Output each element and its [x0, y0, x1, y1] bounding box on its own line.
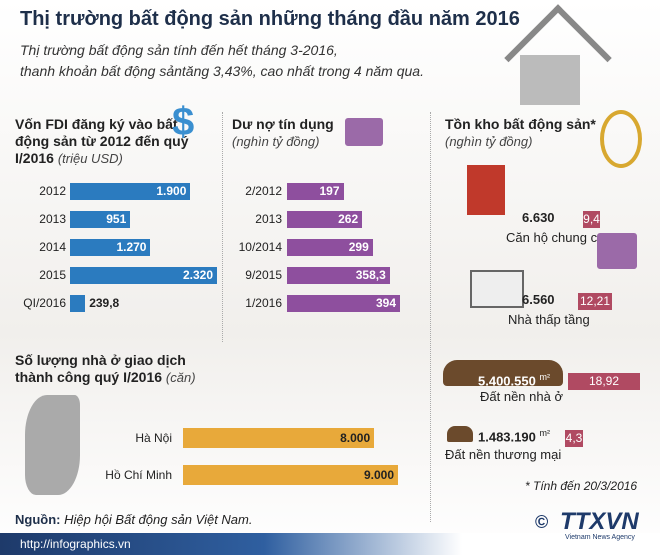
- section-title: Tồn kho bất động sản*: [445, 116, 596, 132]
- category-label: 10/2014: [238, 240, 282, 254]
- share: 18,92: [568, 373, 640, 390]
- quantity: 5.400.550: [478, 373, 536, 389]
- value-label: 1.900: [156, 184, 187, 198]
- item-label: Đất nền nhà ở: [480, 389, 563, 404]
- quantity: 1.483.190 m²: [478, 428, 550, 444]
- category-label: 2013: [255, 212, 282, 226]
- quantity: 6.560: [522, 292, 555, 307]
- chart-title: Vốn FDI đăng ký vào bất động sản từ 2012…: [15, 116, 190, 167]
- value-label: 1.270: [116, 240, 147, 254]
- value-label: 358,3: [355, 268, 386, 282]
- bar: [70, 183, 191, 200]
- title: Thị trường bất động sản những tháng đầu …: [20, 8, 520, 30]
- logo-sub: Vietnam News Agency: [565, 534, 635, 541]
- item-label: Căn hộ chung cư: [506, 230, 606, 245]
- unit: (nghìn tỷ đồng): [445, 134, 533, 149]
- bar: [70, 211, 131, 228]
- money-icon: [597, 233, 637, 269]
- note: * Tính đến 20/3/2016: [525, 479, 638, 493]
- divider: [430, 112, 431, 522]
- building-icon: [467, 165, 505, 215]
- unit: (căn): [165, 370, 196, 385]
- bar: [70, 239, 151, 256]
- subtitle: thanh khoản bất động sảntăng 3,43%, cao …: [20, 63, 424, 79]
- quantity: 1.483.190: [478, 429, 536, 445]
- item-label: Nhà thấp tầng: [508, 312, 590, 327]
- url[interactable]: http://infographics.vn: [20, 537, 131, 551]
- item-label: Đất nền thương mại: [445, 447, 562, 462]
- footer-bar: [0, 533, 660, 555]
- share: 12,21: [578, 293, 612, 310]
- category-label: Hồ Chí Minh: [105, 468, 172, 482]
- category-label: 2014: [39, 240, 66, 254]
- subtitle: Thị trường bất động sản tính đến hết thá…: [20, 42, 338, 58]
- dollar-icon: $: [172, 100, 195, 144]
- bar: [183, 465, 398, 485]
- map-icon: [25, 395, 80, 495]
- value-label: 197: [319, 184, 340, 198]
- bar: [287, 267, 390, 284]
- source-label: Nguồn:: [15, 512, 61, 527]
- unit: (triệu USD): [57, 151, 123, 166]
- share: 9,4: [583, 211, 600, 228]
- house-icon: [520, 55, 580, 105]
- money-icon: [345, 118, 383, 146]
- divider: [222, 112, 223, 342]
- unit: m²: [539, 372, 550, 382]
- bar: [287, 239, 373, 256]
- category-label: 1/2016: [245, 296, 282, 310]
- key-ring: [600, 110, 642, 168]
- value-label: 951: [106, 212, 127, 226]
- chart-title: Dư nợ tín dụng: [232, 116, 334, 132]
- unit: (nghìn tỷ đồng): [232, 134, 320, 149]
- value-label: 299: [348, 240, 369, 254]
- bar: [70, 295, 86, 312]
- chart-title: Vốn FDI đăng ký vào bất động sản từ 2012…: [15, 116, 189, 166]
- chart-title: Số lượng nhà ở giao dịch thành công quý …: [15, 352, 225, 386]
- source: Nguồn: Hiệp hội Bất động sản Việt Nam.: [15, 512, 252, 527]
- bar: [287, 295, 400, 312]
- category-label: 2013: [39, 212, 66, 226]
- category-label: Hà Nội: [135, 431, 172, 445]
- value-label: 262: [338, 212, 359, 226]
- value-label: 8.000: [340, 431, 371, 445]
- bar: [70, 267, 217, 284]
- category-label: 2015: [39, 268, 66, 282]
- bar: [287, 211, 363, 228]
- chart-title: Số lượng nhà ở giao dịch thành công quý …: [15, 352, 186, 385]
- value-label: 239,8: [89, 296, 120, 310]
- house-icon: [470, 270, 524, 308]
- bar: [287, 183, 344, 200]
- quantity: 5.400.550 m²: [478, 372, 550, 388]
- category-label: 9/2015: [245, 268, 282, 282]
- quantity: 6.630: [522, 210, 555, 225]
- bar: [183, 428, 375, 448]
- category-label: 2/2012: [245, 184, 282, 198]
- category-label: QI/2016: [23, 296, 66, 310]
- share: 4,3: [565, 430, 583, 447]
- source: Hiệp hội Bất động sản Việt Nam.: [64, 512, 253, 527]
- land-icon: [447, 426, 473, 442]
- value-label: 394: [375, 296, 396, 310]
- value-label: 9.000: [363, 468, 394, 482]
- copyright: ©: [535, 512, 549, 532]
- category-label: 2012: [39, 184, 66, 198]
- value-label: 2.320: [182, 268, 213, 282]
- logo: TTXVN: [560, 508, 639, 535]
- land-icon: [443, 360, 563, 386]
- unit: m²: [539, 428, 550, 438]
